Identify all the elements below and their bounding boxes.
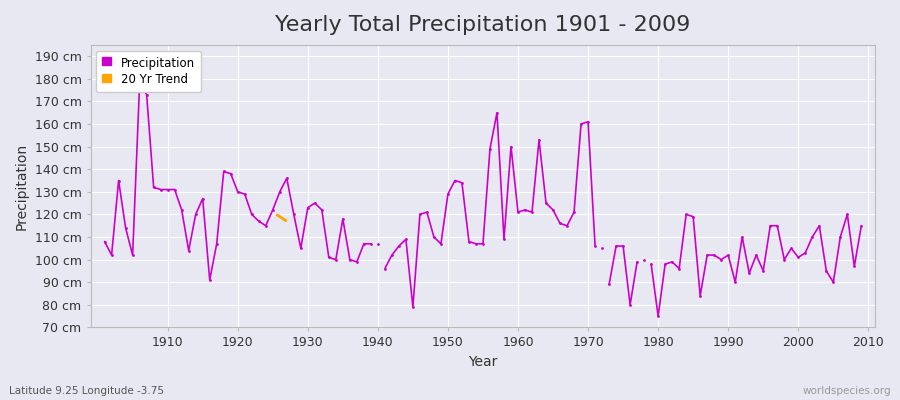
Text: worldspecies.org: worldspecies.org — [803, 386, 891, 396]
Legend: Precipitation, 20 Yr Trend: Precipitation, 20 Yr Trend — [96, 51, 202, 92]
Text: Latitude 9.25 Longitude -3.75: Latitude 9.25 Longitude -3.75 — [9, 386, 164, 396]
20 Yr Trend — [282, 219, 292, 224]
X-axis label: Year: Year — [468, 355, 498, 369]
Title: Yearly Total Precipitation 1901 - 2009: Yearly Total Precipitation 1901 - 2009 — [275, 15, 690, 35]
Line: Precipitation: Precipitation — [104, 82, 863, 318]
Precipitation — [856, 223, 867, 228]
Precipitation — [99, 239, 110, 244]
20 Yr Trend — [271, 212, 282, 217]
Precipitation — [204, 278, 215, 282]
Precipitation — [765, 223, 776, 228]
Precipitation — [393, 244, 404, 248]
Y-axis label: Precipitation: Precipitation — [15, 142, 29, 230]
Line: 20 Yr Trend: 20 Yr Trend — [276, 214, 287, 221]
Precipitation — [576, 122, 587, 126]
Precipitation — [358, 241, 369, 246]
Precipitation — [282, 176, 292, 181]
